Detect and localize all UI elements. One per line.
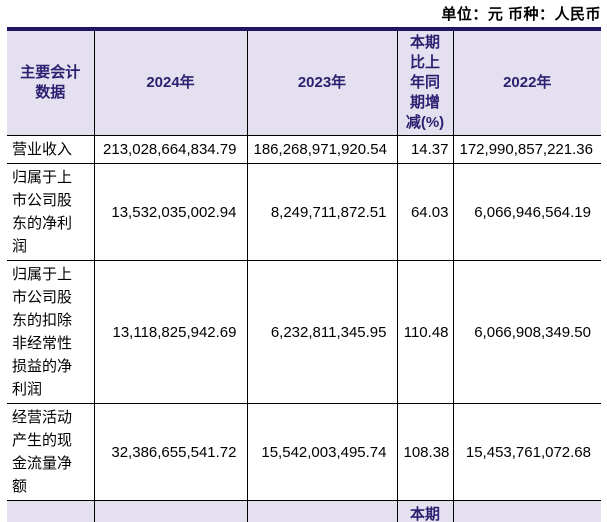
footer-cell-empty [7,500,95,522]
value-2024: 32,386,655,541.72 [94,403,248,501]
footer-cell-2022-end: 2022年末 [453,500,601,522]
value-2022: 15,453,761,072.68 [453,403,601,501]
value-yoy-change: 108.38 [397,403,454,501]
header-cell-2023: 2023年 [247,29,398,136]
header-cell-2022: 2022年 [453,29,601,136]
value-2022: 6,066,908,349.50 [453,260,601,404]
header-cell-metric: 主要会计数据 [7,29,95,136]
header-cell-yoy-change: 本期比上年同期增减(%) [397,29,454,136]
table-row-net-profit-attributable: 归属于上市公司股东的净利润 13,532,035,002.94 8,249,71… [7,163,601,261]
table-header-row: 主要会计数据 2024年 2023年 本期比上年同期增减(%) 2022年 [7,29,601,136]
value-yoy-change: 64.03 [397,163,454,261]
table-footer-header-row: 2024年末 2023年末 本期末比上年同期末增减（%) 2022年末 [7,500,601,522]
table-row-operating-cash-flow: 经营活动产生的现金流量净额 32,386,655,541.72 15,542,0… [7,403,601,501]
table-row-net-profit-excl-nonrecurring: 归属于上市公司股东的扣除非经常性损益的净利润 13,118,825,942.69… [7,260,601,404]
value-2024: 13,532,035,002.94 [94,163,248,261]
value-2023: 15,542,003,495.74 [247,403,398,501]
value-2022: 172,990,857,221.36 [453,135,601,164]
value-2023: 6,232,811,345.95 [247,260,398,404]
value-yoy-change: 110.48 [397,260,454,404]
header-cell-2024: 2024年 [94,29,248,136]
footer-cell-2024-end: 2024年末 [94,500,248,522]
footer-cell-2023-end: 2023年末 [247,500,398,522]
value-yoy-change: 14.37 [397,135,454,164]
row-label: 归属于上市公司股东的净利润 [7,163,95,261]
row-label: 营业收入 [7,135,95,164]
value-2024: 13,118,825,942.69 [94,260,248,404]
value-2023: 186,268,971,920.54 [247,135,398,164]
row-label: 经营活动产生的现金流量净额 [7,403,95,501]
footer-cell-period-end-change: 本期末比上年同期末增减（%) [397,500,454,522]
value-2022: 6,066,946,564.19 [453,163,601,261]
key-accounting-data-table: 主要会计数据 2024年 2023年 本期比上年同期增减(%) 2022年 营业… [7,27,601,522]
table-row-operating-revenue: 营业收入 213,028,664,834.79 186,268,971,920.… [7,135,601,164]
value-2024: 213,028,664,834.79 [94,135,248,164]
currency-unit-note: 单位：元 币种：人民币 [441,6,601,23]
row-label: 归属于上市公司股东的扣除非经常性损益的净利润 [7,260,95,404]
value-2023: 8,249,711,872.51 [247,163,398,261]
